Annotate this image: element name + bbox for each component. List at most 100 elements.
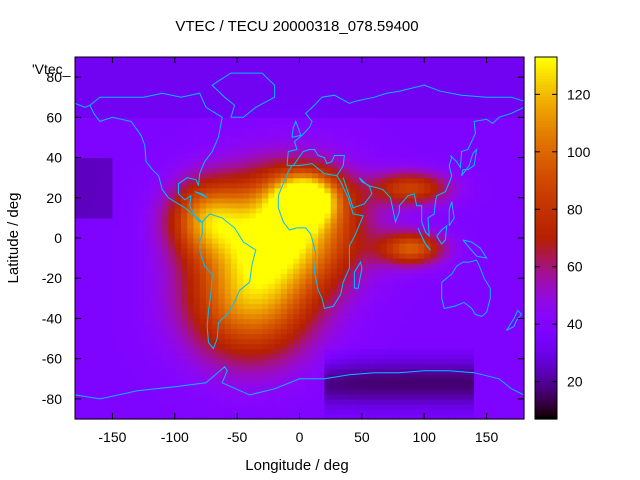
heatmap-cell bbox=[467, 212, 475, 219]
heatmap-cell bbox=[499, 192, 506, 199]
heatmap-cell bbox=[224, 383, 232, 390]
heatmap-cell bbox=[330, 298, 338, 304]
heatmap-cell bbox=[455, 197, 463, 204]
heatmap-cell bbox=[174, 202, 182, 209]
heatmap-cell bbox=[343, 182, 350, 189]
heatmap-cell bbox=[311, 222, 319, 229]
heatmap-cell bbox=[118, 263, 126, 269]
heatmap-cell bbox=[417, 303, 425, 309]
heatmap-cell bbox=[280, 222, 288, 229]
heatmap-cell bbox=[455, 278, 463, 284]
heatmap-cell bbox=[124, 202, 132, 209]
heatmap-cell bbox=[449, 162, 457, 169]
heatmap-cell bbox=[174, 177, 182, 184]
heatmap-cell bbox=[137, 172, 145, 179]
heatmap-cell bbox=[361, 202, 369, 209]
heatmap-cell bbox=[486, 142, 494, 149]
heatmap-cell bbox=[318, 293, 326, 299]
heatmap-cell bbox=[336, 248, 344, 254]
heatmap-cell bbox=[467, 82, 475, 88]
heatmap-cell bbox=[474, 157, 481, 164]
heatmap-cell bbox=[93, 167, 101, 174]
heatmap-cell bbox=[330, 328, 338, 335]
heatmap-cell bbox=[137, 112, 145, 118]
heatmap-cell bbox=[492, 182, 500, 189]
heatmap-cell bbox=[199, 238, 207, 244]
heatmap-cell bbox=[324, 368, 332, 375]
heatmap-cell bbox=[174, 77, 182, 83]
heatmap-cell bbox=[93, 413, 101, 420]
heatmap-cell bbox=[499, 323, 506, 330]
heatmap-cell bbox=[124, 238, 132, 244]
heatmap-cell bbox=[455, 77, 463, 83]
heatmap-cell bbox=[355, 358, 363, 365]
heatmap-cell bbox=[75, 227, 82, 234]
heatmap-cell bbox=[212, 177, 220, 184]
heatmap-cell bbox=[424, 177, 432, 184]
heatmap-cell bbox=[336, 348, 344, 355]
heatmap-cell bbox=[330, 202, 338, 209]
heatmap-cell bbox=[181, 338, 188, 345]
heatmap-cell bbox=[193, 248, 201, 254]
heatmap-cell bbox=[224, 298, 232, 304]
heatmap-cell bbox=[442, 343, 450, 350]
heatmap-cell bbox=[368, 82, 375, 88]
heatmap-cell bbox=[336, 187, 344, 194]
heatmap-cell bbox=[349, 403, 357, 410]
heatmap-cell bbox=[280, 288, 288, 294]
heatmap-cell bbox=[93, 57, 101, 63]
heatmap-cell bbox=[492, 77, 500, 83]
heatmap-cell bbox=[461, 62, 469, 68]
heatmap-cell bbox=[343, 378, 350, 385]
heatmap-cell bbox=[137, 227, 145, 234]
heatmap-cell bbox=[93, 258, 101, 264]
heatmap-cell bbox=[212, 248, 220, 254]
heatmap-cell bbox=[268, 398, 276, 405]
heatmap-cell bbox=[274, 243, 282, 249]
heatmap-cell bbox=[474, 77, 481, 83]
heatmap-cell bbox=[336, 57, 344, 63]
heatmap-cell bbox=[336, 142, 344, 149]
heatmap-cell bbox=[118, 87, 126, 93]
heatmap-cell bbox=[280, 187, 288, 194]
heatmap-cell bbox=[380, 313, 388, 320]
heatmap-cell bbox=[262, 408, 269, 415]
heatmap-cell bbox=[361, 363, 369, 370]
heatmap-cell bbox=[430, 408, 438, 415]
heatmap-cell bbox=[461, 182, 469, 189]
heatmap-cell bbox=[174, 227, 182, 234]
heatmap-cell bbox=[99, 378, 107, 385]
heatmap-cell bbox=[355, 253, 363, 259]
heatmap-cell bbox=[330, 187, 338, 194]
heatmap-cell bbox=[417, 293, 425, 299]
heatmap-cell bbox=[480, 283, 488, 289]
heatmap-cell bbox=[368, 273, 375, 279]
heatmap-cell bbox=[499, 298, 506, 304]
heatmap-cell bbox=[224, 172, 232, 179]
heatmap-cell bbox=[343, 212, 350, 219]
heatmap-cell bbox=[199, 102, 207, 108]
heatmap-cell bbox=[361, 117, 369, 123]
heatmap-cell bbox=[193, 182, 201, 189]
heatmap-cell bbox=[262, 388, 269, 395]
heatmap-cell bbox=[205, 82, 213, 88]
heatmap-cell bbox=[112, 112, 120, 118]
heatmap-cell bbox=[137, 263, 145, 269]
heatmap-cell bbox=[131, 273, 138, 279]
heatmap-cell bbox=[212, 298, 220, 304]
heatmap-cell bbox=[137, 403, 145, 410]
heatmap-cell bbox=[93, 308, 101, 315]
heatmap-cell bbox=[274, 92, 282, 98]
heatmap-cell bbox=[106, 232, 114, 239]
heatmap-cell bbox=[262, 383, 269, 390]
heatmap-cell bbox=[249, 268, 257, 274]
heatmap-cell bbox=[293, 318, 301, 325]
heatmap-cell bbox=[193, 288, 201, 294]
heatmap-cell bbox=[106, 197, 114, 204]
heatmap-cell bbox=[268, 278, 276, 284]
heatmap-cell bbox=[349, 338, 357, 345]
heatmap-cell bbox=[442, 97, 450, 103]
heatmap-cell bbox=[411, 258, 419, 264]
heatmap-cell bbox=[187, 258, 195, 264]
heatmap-cell bbox=[237, 197, 244, 204]
